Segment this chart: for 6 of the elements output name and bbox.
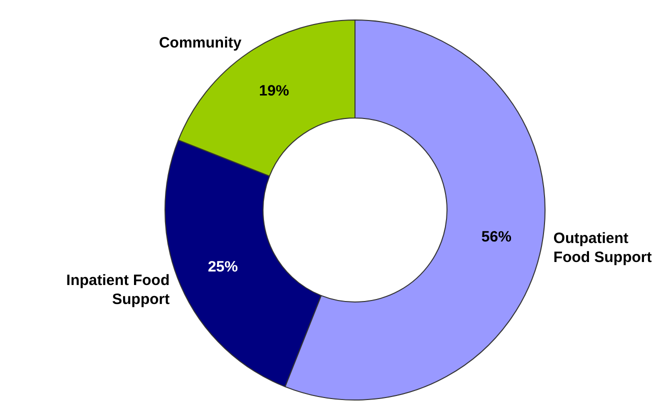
- slice-label: Inpatient Food Support: [66, 272, 170, 308]
- data-label: 56%: [481, 228, 512, 246]
- slice-label: Outpatient Food Support: [553, 230, 652, 266]
- data-label: 19%: [259, 82, 290, 100]
- data-label: 25%: [208, 258, 238, 276]
- slice-label: Community: [158, 34, 242, 52]
